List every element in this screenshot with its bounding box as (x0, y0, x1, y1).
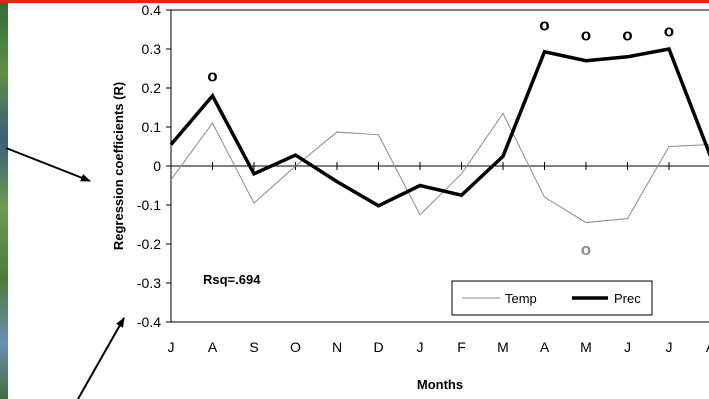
series-line-prec (169, 47, 709, 208)
significance-marker: o (622, 25, 632, 44)
x-tick-label: S (249, 339, 258, 355)
significance-marker: o (581, 25, 591, 44)
rsq-annotation: Rsq=.694 (203, 272, 261, 287)
significance-marker: o (207, 66, 217, 85)
x-tick-labels: JASONDJFMAMJJA (168, 339, 709, 355)
legend-label-prec: Prec (614, 291, 641, 306)
pointer-arrow-lower (77, 317, 125, 399)
x-tick-label: A (706, 339, 709, 355)
background-strip (0, 0, 8, 399)
series-line-temp (170, 112, 709, 224)
legend-label-temp: Temp (505, 291, 537, 306)
pointer-arrow-upper (5, 147, 91, 182)
significance-markers: o o o o o o (207, 16, 674, 259)
y-tick-label: 0.4 (142, 2, 162, 18)
x-tick-label: A (540, 339, 550, 355)
x-tick-label: A (208, 339, 218, 355)
y-tick-label: -0.2 (137, 236, 161, 252)
significance-marker: o (539, 16, 549, 35)
x-axis-title: Months (417, 377, 463, 392)
y-tick-label: 0.3 (142, 41, 162, 57)
x-tick-label: J (168, 339, 175, 355)
y-tick-label: -0.4 (137, 314, 161, 330)
y-tick-label: 0.2 (142, 80, 162, 96)
y-tick-label: 0 (153, 158, 161, 174)
x-tick-label: D (373, 339, 383, 355)
x-tick-label: M (580, 339, 592, 355)
top-accent-bar (0, 0, 709, 3)
x-tick-label: N (332, 339, 342, 355)
legend: Temp Prec (451, 280, 653, 316)
y-tick-label: 0.1 (142, 119, 162, 135)
x-tick-label: O (290, 339, 301, 355)
x-tick-label: J (417, 339, 424, 355)
x-tick-label: J (666, 339, 673, 355)
x-tick-label: J (624, 339, 631, 355)
x-axis (170, 162, 709, 170)
significance-marker: o (581, 240, 591, 259)
series-lines (169, 47, 709, 224)
y-tick-label: -0.1 (137, 197, 161, 213)
x-tick-label: M (497, 339, 509, 355)
y-ticks: 0.4 0.3 0.2 0.1 0 -0.1 -0.2 -0.3 -0.4 (137, 2, 171, 330)
significance-marker: o (664, 21, 674, 40)
y-tick-label: -0.3 (137, 275, 161, 291)
y-axis-title: Regression coefficients (R) (111, 82, 126, 250)
x-tick-label: F (457, 339, 466, 355)
